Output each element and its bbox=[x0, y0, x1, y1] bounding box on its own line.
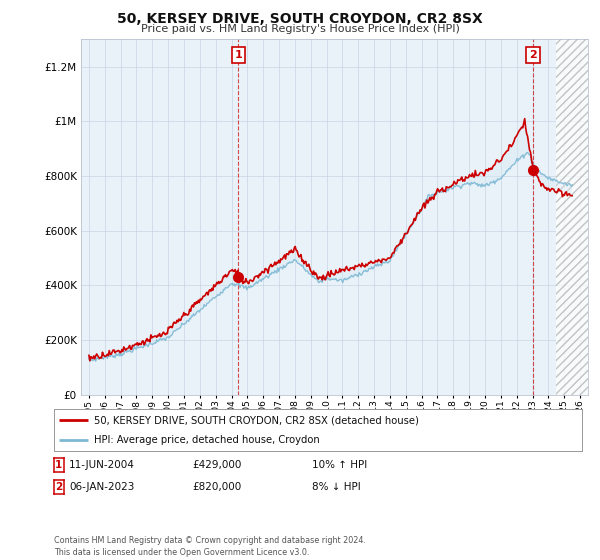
Text: 8% ↓ HPI: 8% ↓ HPI bbox=[312, 482, 361, 492]
Text: 1: 1 bbox=[55, 460, 62, 469]
Text: 50, KERSEY DRIVE, SOUTH CROYDON, CR2 8SX (detached house): 50, KERSEY DRIVE, SOUTH CROYDON, CR2 8SX… bbox=[94, 415, 418, 425]
Text: 2: 2 bbox=[55, 482, 62, 492]
Text: Price paid vs. HM Land Registry's House Price Index (HPI): Price paid vs. HM Land Registry's House … bbox=[140, 24, 460, 34]
Text: £429,000: £429,000 bbox=[192, 460, 241, 469]
Text: Contains HM Land Registry data © Crown copyright and database right 2024.
This d: Contains HM Land Registry data © Crown c… bbox=[54, 536, 366, 557]
Text: 11-JUN-2004: 11-JUN-2004 bbox=[69, 460, 135, 469]
Text: 10% ↑ HPI: 10% ↑ HPI bbox=[312, 460, 367, 469]
Text: HPI: Average price, detached house, Croydon: HPI: Average price, detached house, Croy… bbox=[94, 435, 319, 445]
Bar bbox=[556, 39, 588, 395]
Text: 1: 1 bbox=[235, 50, 242, 60]
Text: 50, KERSEY DRIVE, SOUTH CROYDON, CR2 8SX: 50, KERSEY DRIVE, SOUTH CROYDON, CR2 8SX bbox=[117, 12, 483, 26]
Text: £820,000: £820,000 bbox=[192, 482, 241, 492]
Text: 2: 2 bbox=[529, 50, 537, 60]
Text: 06-JAN-2023: 06-JAN-2023 bbox=[69, 482, 134, 492]
